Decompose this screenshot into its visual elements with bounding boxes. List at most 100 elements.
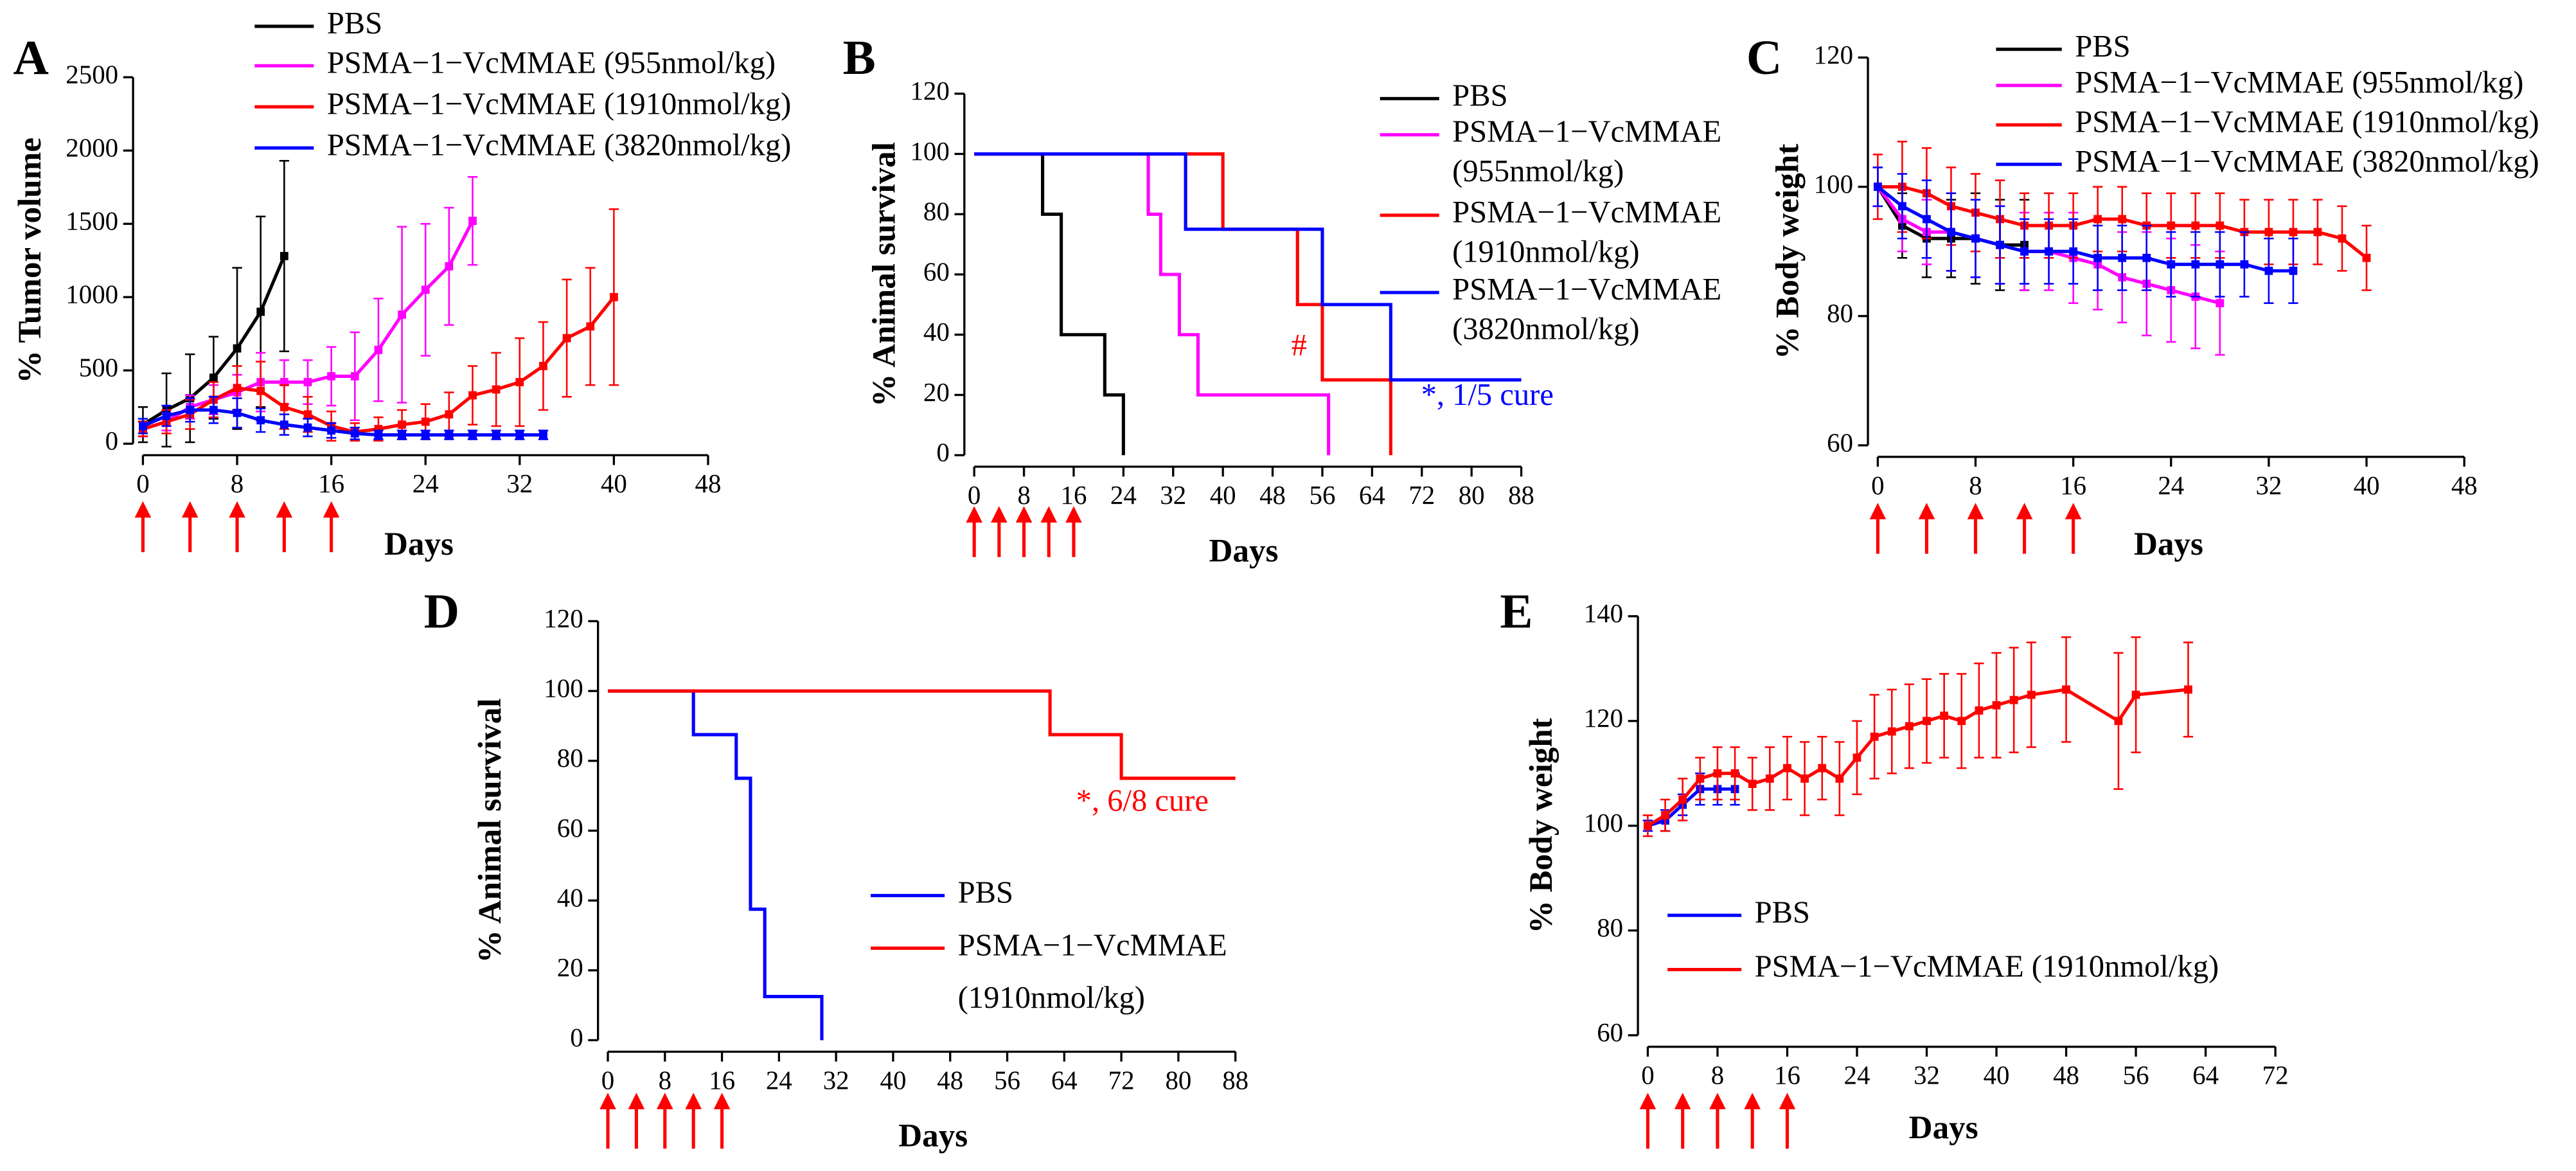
point — [539, 431, 547, 440]
x-tick-label: 8 — [1017, 481, 1030, 510]
x-tick-label: 32 — [2255, 471, 2282, 500]
x-axis-label: Days — [2134, 526, 2203, 562]
dose-arrow — [1040, 506, 1058, 557]
point — [303, 410, 312, 419]
point — [1975, 706, 1984, 715]
x-tick-label: 0 — [136, 469, 149, 498]
point — [2362, 253, 2371, 262]
legend-label: PSMA−1−VcMMAE (955nmol/kg) — [1452, 114, 1729, 188]
point — [327, 372, 336, 380]
x-axis-label: Days — [1909, 1109, 1978, 1146]
point — [280, 402, 289, 411]
panel-letter: B — [843, 30, 876, 85]
point — [1678, 795, 1687, 804]
point — [2167, 260, 2176, 269]
x-tick-label: 80 — [1459, 481, 1485, 510]
arrow-head — [657, 1093, 673, 1109]
point — [492, 385, 501, 394]
dose-arrow — [276, 501, 293, 553]
y-axis-label: % Tumor volume — [12, 138, 48, 384]
point — [280, 378, 289, 386]
point — [1923, 215, 1931, 224]
point — [2264, 266, 2273, 275]
point — [1661, 811, 1669, 819]
x-tick-label: 24 — [766, 1066, 792, 1095]
dose-arrow — [685, 1093, 702, 1149]
point — [162, 411, 171, 420]
arrow-head — [1040, 506, 1058, 523]
dose-arrow — [1639, 1093, 1657, 1149]
x-axis-label: Days — [1209, 532, 1278, 569]
legend-label: PBS — [1755, 895, 1810, 929]
point — [209, 373, 218, 382]
x-axis-label: Days — [898, 1118, 968, 1154]
series-line — [1647, 688, 2189, 827]
y-tick-label: 100 — [910, 137, 949, 166]
arrow-head — [1869, 503, 1887, 519]
point — [350, 429, 359, 438]
point — [256, 307, 265, 316]
point — [445, 262, 454, 271]
point — [233, 344, 242, 353]
point — [1971, 234, 1980, 243]
x-tick-label: 48 — [2451, 471, 2478, 500]
y-tick-label: 80 — [1597, 913, 1623, 942]
x-axis-label: Days — [384, 526, 454, 562]
x-tick-label: 16 — [709, 1066, 735, 1095]
point — [1818, 764, 1827, 773]
x-tick-label: 56 — [1310, 481, 1336, 510]
point — [374, 431, 383, 440]
point — [1783, 764, 1791, 773]
survival-curve — [974, 152, 1522, 382]
point — [2313, 228, 2322, 237]
point — [2289, 266, 2298, 275]
point — [445, 410, 454, 419]
x-tick-label: 16 — [1774, 1061, 1800, 1090]
x-tick-label: 72 — [1408, 481, 1435, 510]
y-tick-label: 120 — [1814, 40, 1853, 69]
survival-curve — [608, 689, 1236, 780]
point — [2118, 253, 2127, 262]
y-tick-label: 100 — [1584, 809, 1623, 837]
point — [1957, 717, 1966, 726]
point — [139, 422, 147, 431]
x-tick-label: 40 — [2354, 471, 2380, 500]
point — [1730, 769, 1739, 778]
point — [1996, 240, 2004, 249]
point — [1835, 774, 1844, 783]
arrow-head — [1065, 506, 1082, 523]
point — [539, 362, 547, 370]
point — [1923, 717, 1931, 726]
legend-label: PBS — [2075, 29, 2130, 64]
x-tick-label: 16 — [1061, 481, 1087, 510]
legend-label: PSMA−1−VcMMAE (955nmol/kg) — [327, 45, 776, 80]
point — [2118, 215, 2127, 224]
point — [1696, 774, 1705, 783]
y-tick-label: 120 — [910, 76, 949, 105]
point — [2216, 221, 2225, 230]
y-tick-label: 1000 — [66, 280, 118, 309]
arrow-head — [276, 501, 293, 518]
y-axis-label: % Animal survival — [866, 142, 902, 407]
x-tick-label: 48 — [937, 1066, 963, 1095]
point — [468, 217, 477, 226]
legend-label: PSMA−1−VcMMAE (1910nmol/kg) — [1755, 949, 2219, 984]
arrow-head — [1744, 1093, 1761, 1109]
point — [492, 431, 501, 440]
x-tick-label: 8 — [1711, 1061, 1724, 1090]
survival-curve — [974, 152, 1125, 456]
panel-a: A Days % Tumor volume 0 500 1000 1500 2000 2500 0… — [12, 6, 791, 562]
point — [186, 406, 195, 415]
dose-arrow — [1869, 503, 1887, 554]
dose-arrow — [966, 506, 982, 557]
x-tick-label: 88 — [1222, 1066, 1248, 1095]
point — [327, 426, 336, 435]
x-tick-label: 56 — [2123, 1061, 2149, 1090]
dose-arrow — [2016, 503, 2033, 554]
arrow-head — [181, 501, 199, 518]
point — [1870, 732, 1879, 741]
dose-arrow — [600, 1093, 616, 1149]
dose-arrow — [1709, 1093, 1726, 1149]
y-tick-label: 100 — [544, 674, 583, 703]
y-tick-label: 80 — [557, 744, 583, 773]
